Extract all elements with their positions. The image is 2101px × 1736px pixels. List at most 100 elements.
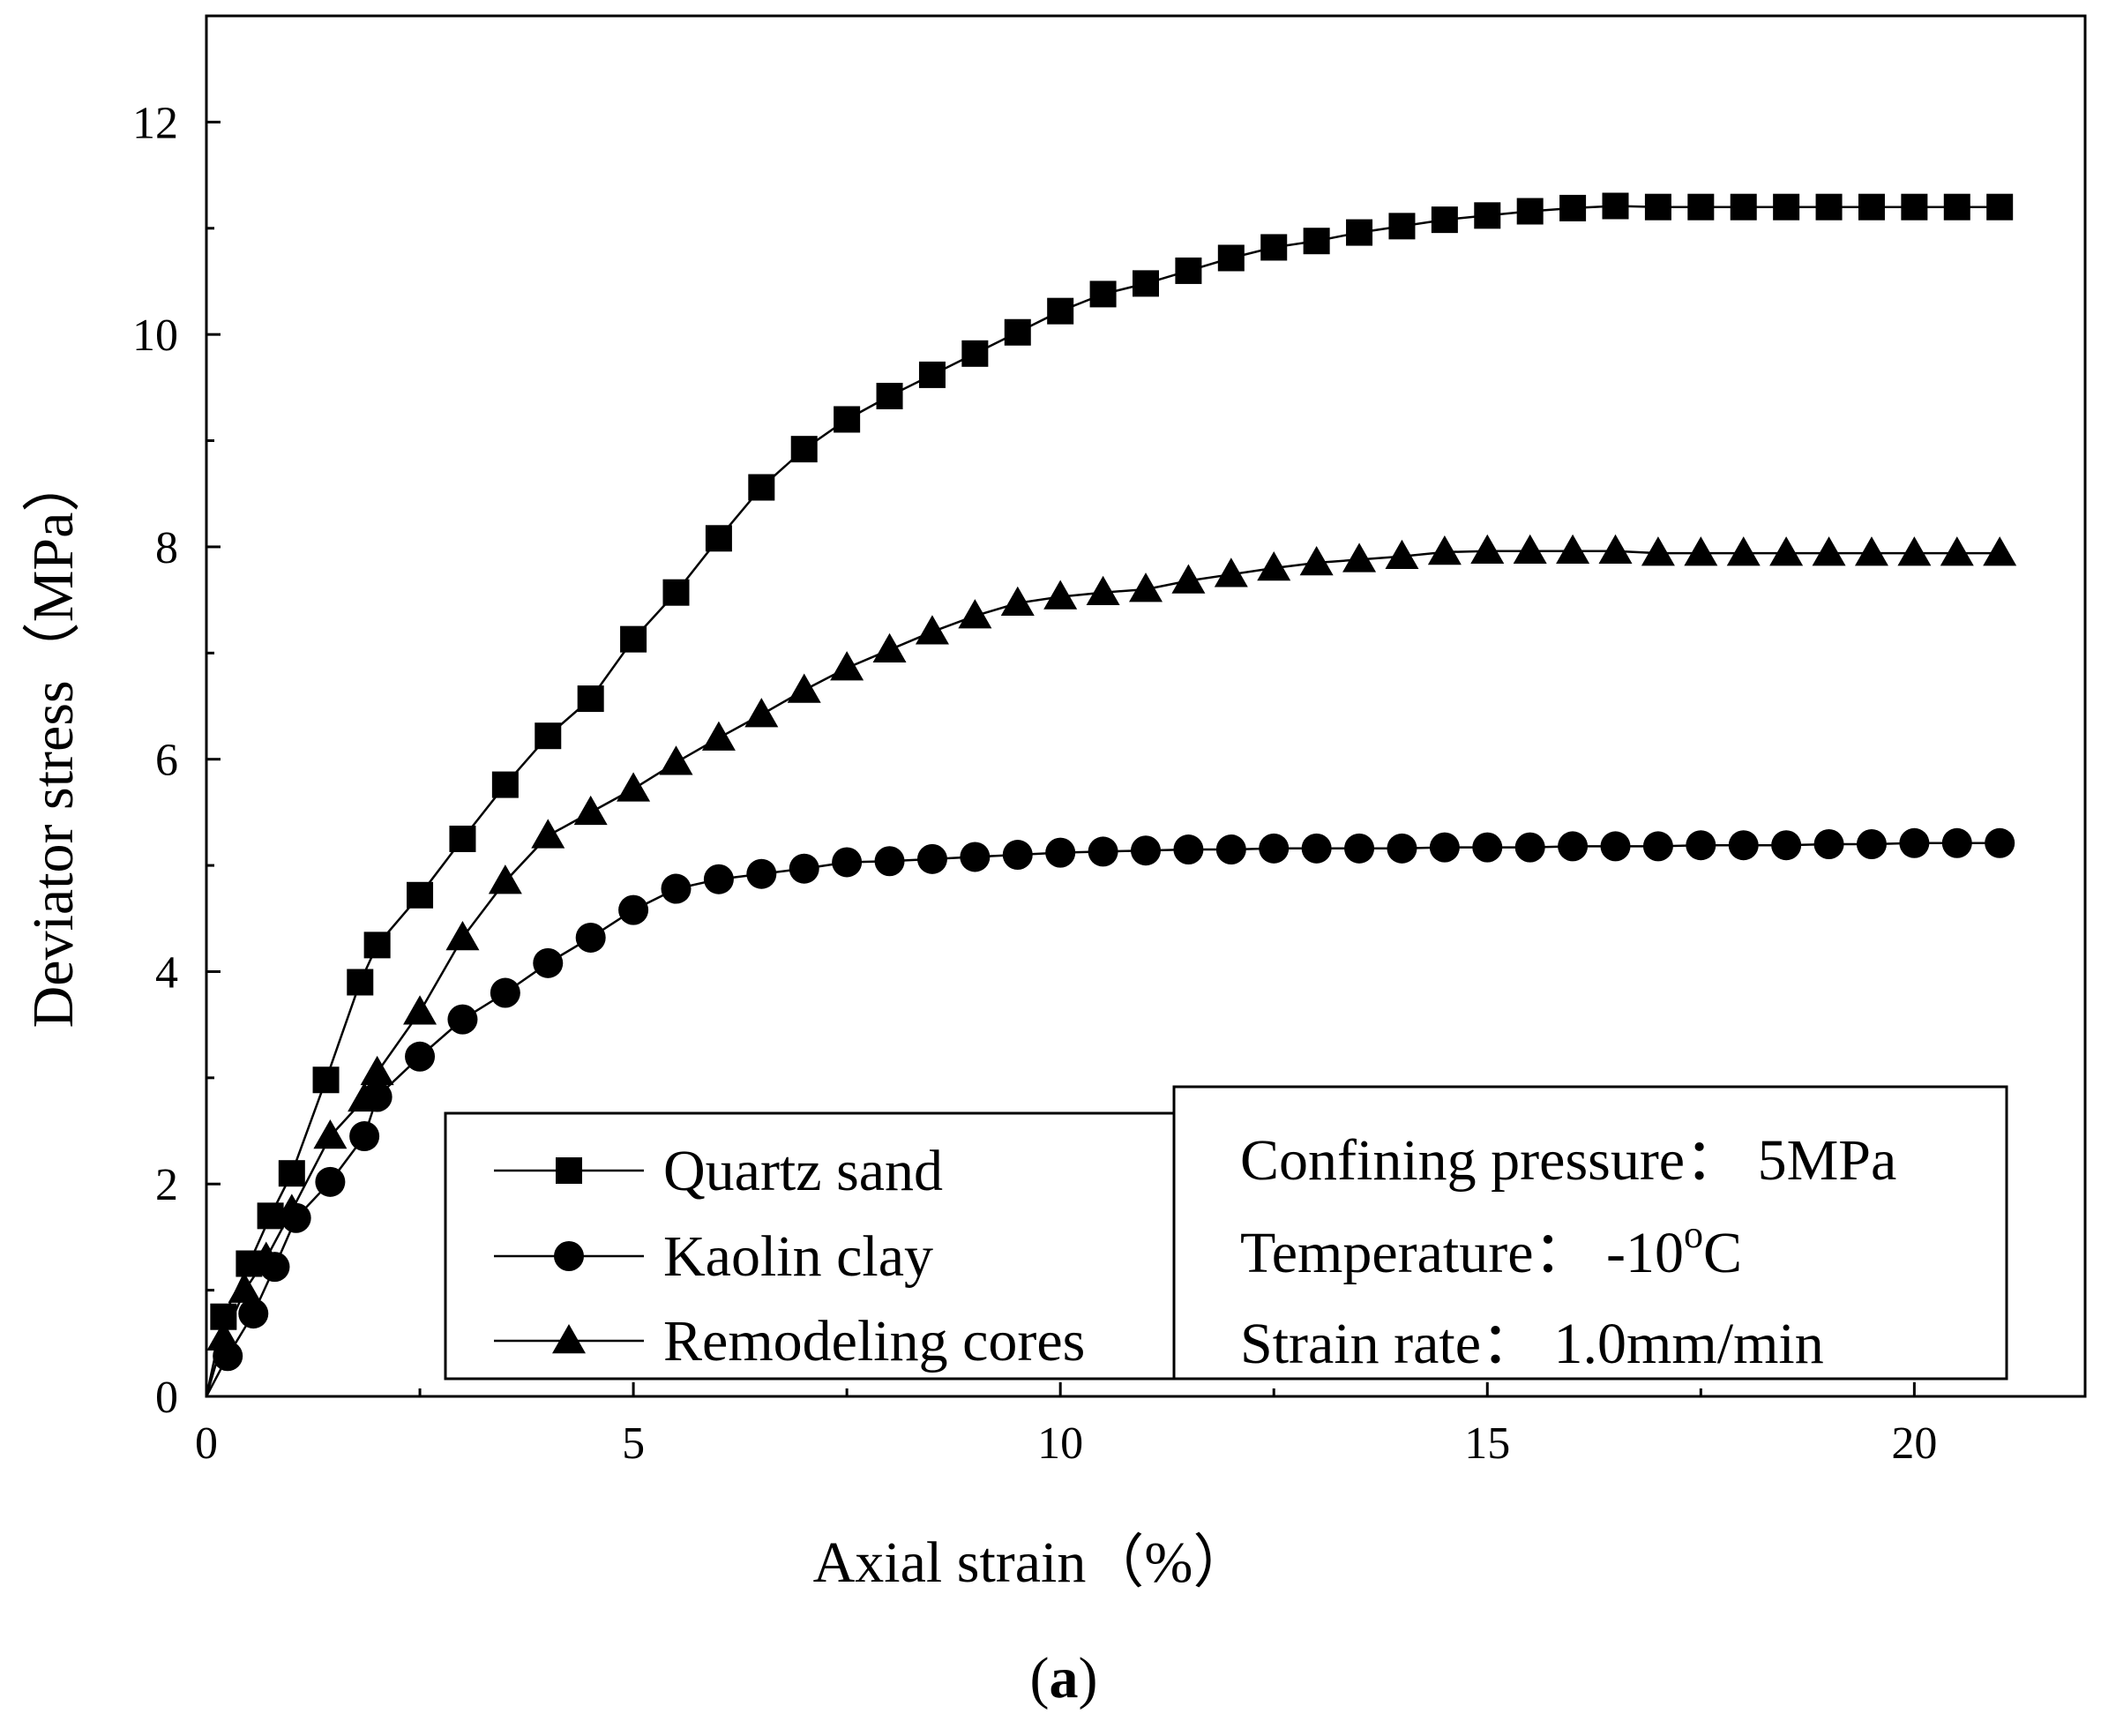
legend-item-remodeling-cores: Remodeling cores xyxy=(494,1309,1085,1373)
data-point-quartz-sand xyxy=(620,625,647,653)
data-point-remodeling-cores xyxy=(1470,534,1505,564)
data-point-kaolin-clay xyxy=(490,977,520,1008)
data-point-quartz-sand xyxy=(1175,257,1202,284)
data-point-kaolin-clay xyxy=(1215,834,1246,865)
data-point-quartz-sand xyxy=(961,340,989,367)
data-point-remodeling-cores xyxy=(1427,535,1462,565)
data-point-kaolin-clay xyxy=(1642,831,1673,862)
legend-label: Kaolin clay xyxy=(663,1224,933,1289)
data-point-kaolin-clay xyxy=(874,846,905,877)
data-point-remodeling-cores xyxy=(958,599,992,629)
figure-caption: (a) xyxy=(1030,1646,1098,1710)
legend-item-quartz-sand: Quartz sand xyxy=(494,1139,943,1203)
data-point-quartz-sand xyxy=(918,361,946,388)
data-point-remodeling-cores xyxy=(1598,534,1633,564)
data-point-remodeling-cores xyxy=(1385,539,1419,570)
series-layer xyxy=(205,192,2017,1397)
data-point-kaolin-clay xyxy=(1088,836,1118,867)
data-point-remodeling-cores xyxy=(360,1055,394,1086)
data-point-kaolin-clay xyxy=(1301,833,1332,864)
data-point-quartz-sand xyxy=(1388,213,1416,240)
data-point-quartz-sand xyxy=(1431,206,1458,234)
series-kaolin-clay xyxy=(205,827,2015,1397)
caption-letter: a xyxy=(1050,1646,1079,1710)
plot-area-frame xyxy=(205,14,2087,1398)
data-point-quartz-sand xyxy=(1602,192,1629,220)
data-point-kaolin-clay xyxy=(1259,833,1290,864)
data-point-quartz-sand xyxy=(748,474,775,501)
data-point-remodeling-cores xyxy=(274,1194,309,1223)
temperature-unit: C xyxy=(1703,1221,1742,1285)
legend-label: Remodeling cores xyxy=(663,1309,1085,1373)
data-point-quartz-sand xyxy=(876,382,903,409)
data-point-quartz-sand xyxy=(278,1160,305,1187)
data-point-kaolin-clay xyxy=(1813,829,1844,859)
data-point-kaolin-clay xyxy=(1514,832,1545,863)
data-point-remodeling-cores xyxy=(228,1273,262,1303)
data-point-quartz-sand xyxy=(1858,193,1885,221)
data-point-quartz-sand xyxy=(662,579,690,606)
data-point-kaolin-clay xyxy=(1985,827,2015,858)
data-point-remodeling-cores xyxy=(915,615,949,645)
data-point-kaolin-clay xyxy=(1941,827,1972,858)
data-point-kaolin-clay xyxy=(1002,840,1033,871)
data-point-kaolin-clay xyxy=(575,922,606,953)
data-point-quartz-sand xyxy=(1089,281,1117,308)
x-tick-label: 5 xyxy=(622,1418,645,1469)
temperature-value: Temperature： -10 xyxy=(1240,1221,1684,1285)
data-point-kaolin-clay xyxy=(1472,832,1503,863)
legend-label: Quartz sand xyxy=(663,1139,943,1203)
x-tick-label: 20 xyxy=(1891,1418,1937,1469)
data-point-remodeling-cores xyxy=(573,795,608,826)
y-tick-label: 12 xyxy=(132,98,178,148)
data-point-kaolin-clay xyxy=(447,1004,478,1035)
data-point-remodeling-cores xyxy=(1086,575,1120,605)
data-point-remodeling-cores xyxy=(313,1119,348,1149)
data-point-kaolin-clay xyxy=(238,1298,269,1329)
data-point-kaolin-clay xyxy=(832,847,863,878)
series-remodeling-cores xyxy=(205,534,2017,1397)
data-point-kaolin-clay xyxy=(789,853,819,884)
data-point-remodeling-cores xyxy=(1940,536,1974,566)
conditions-box-frame xyxy=(1172,1085,2008,1381)
data-point-quartz-sand xyxy=(1516,198,1544,225)
data-point-remodeling-cores xyxy=(830,651,864,681)
data-point-remodeling-cores xyxy=(1897,536,1932,566)
x-tick-label: 15 xyxy=(1464,1418,1510,1469)
data-point-remodeling-cores xyxy=(1641,536,1675,566)
data-point-quartz-sand xyxy=(312,1066,340,1094)
confining-pressure-text: Confining pressure： 5MPa xyxy=(1240,1128,1896,1193)
data-point-quartz-sand xyxy=(1346,219,1373,246)
data-point-remodeling-cores xyxy=(659,745,693,775)
data-point-kaolin-clay xyxy=(1600,831,1631,862)
data-point-quartz-sand xyxy=(491,771,519,798)
legend-marker-triangle xyxy=(552,1324,586,1354)
x-tick-label: 0 xyxy=(195,1418,218,1469)
data-point-remodeling-cores xyxy=(206,1321,241,1351)
y-tick-label: 4 xyxy=(155,947,178,998)
data-point-quartz-sand xyxy=(577,685,604,713)
data-point-quartz-sand xyxy=(1943,193,1970,221)
data-point-kaolin-clay xyxy=(1387,833,1417,864)
data-point-remodeling-cores xyxy=(1000,586,1035,616)
data-point-kaolin-clay xyxy=(533,947,564,978)
temperature-text: Temperature： -10oC xyxy=(1240,1213,1742,1285)
x-tick-label: 10 xyxy=(1037,1418,1083,1469)
series-quartz-sand xyxy=(205,192,2014,1397)
data-point-kaolin-clay xyxy=(1899,827,1930,858)
data-point-kaolin-clay xyxy=(661,873,692,904)
data-point-remodeling-cores xyxy=(1513,534,1547,564)
temperature-degree: o xyxy=(1684,1213,1703,1256)
data-point-kaolin-clay xyxy=(1173,834,1204,865)
data-point-remodeling-cores xyxy=(1684,536,1718,566)
data-point-kaolin-clay xyxy=(916,843,947,874)
data-point-remodeling-cores xyxy=(403,995,437,1025)
data-point-remodeling-cores xyxy=(1257,551,1291,581)
data-point-kaolin-clay xyxy=(746,858,777,889)
data-point-quartz-sand xyxy=(1260,234,1288,261)
data-point-remodeling-cores xyxy=(445,920,480,951)
x-axis: 0 5 10 15 20 xyxy=(195,1382,1937,1469)
data-point-kaolin-clay xyxy=(1856,829,1887,859)
y-tick-label: 8 xyxy=(155,523,178,573)
